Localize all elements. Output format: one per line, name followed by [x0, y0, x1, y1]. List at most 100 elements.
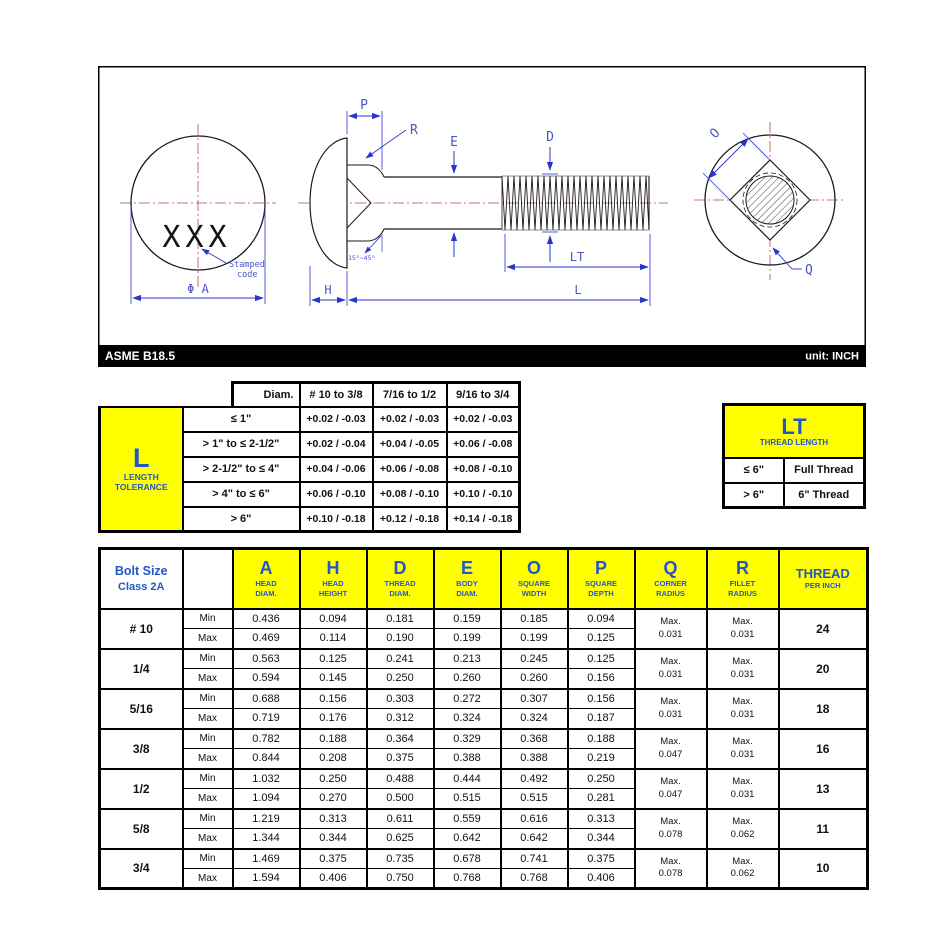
dim-value: 0.375 [566, 847, 636, 869]
dim-value: 1.219 [231, 807, 301, 829]
table-row: Max 0.719 0.176 0.312 0.324 0.324 0.187 [100, 708, 868, 730]
ltol-range: > 6" [181, 505, 301, 533]
dim-value: 0.368 [499, 727, 569, 749]
fillet-radius-value: Max. 0.031 [705, 727, 780, 769]
lt-title: LT [781, 414, 807, 440]
ltol-value: +0.08 / -0.10 [445, 455, 521, 483]
corner-radius-value: Max. 0.031 [633, 647, 708, 689]
max-label: Max [181, 708, 234, 730]
ltol-title-cell: L LENGTH TOLERANCE [98, 405, 184, 533]
ltol-value: +0.12 / -0.18 [371, 505, 448, 533]
dim-value: 1.594 [231, 868, 301, 890]
dim-value: 0.642 [432, 828, 502, 850]
bolt-size-label: 5/16 [98, 687, 184, 729]
ltol-value: +0.04 / -0.05 [371, 430, 448, 458]
corner-radius-value: Max. 0.031 [633, 687, 708, 729]
table-row: 3/4 Min 1.469 0.375 0.735 0.678 0.741 0.… [98, 847, 869, 889]
ltol-value: +0.08 / -0.10 [371, 480, 448, 508]
max-label: Max [181, 748, 234, 770]
carriage-bolt-technical-drawing: XXX Stamped code Φ A [98, 66, 866, 367]
dim-value: 1.469 [231, 847, 301, 869]
dim-label-thread-length: LT [570, 250, 584, 264]
table-row: # 10 Min 0.436 0.094 0.181 0.159 0.185 0… [98, 607, 869, 649]
thread-per-inch-value: 16 [777, 727, 869, 769]
table-row: Max 0.594 0.145 0.250 0.260 0.260 0.156 [100, 668, 868, 690]
min-label: Min [181, 607, 234, 629]
side-view: P R E D 15°~45° LT [298, 98, 668, 306]
ltol-value: +0.04 / -0.06 [298, 455, 374, 483]
dim-value: 0.213 [432, 647, 502, 669]
ltol-value: +0.06 / -0.10 [298, 480, 374, 508]
ltol-range: > 1" to ≤ 2-1/2" [181, 430, 301, 458]
column-header-q: Q CORNER RADIUS [633, 547, 708, 610]
dim-value: 0.250 [365, 668, 435, 690]
ltol-range: > 2-1/2" to ≤ 4" [181, 455, 301, 483]
dim-value: 0.616 [499, 807, 569, 829]
dim-value: 0.303 [365, 687, 435, 709]
min-label: Min [181, 767, 234, 789]
dim-value: 0.444 [432, 767, 502, 789]
bolt-size-label: 3/8 [98, 727, 184, 769]
dim-value: 0.125 [566, 647, 636, 669]
corner-radius-value: Max. 0.047 [633, 727, 708, 769]
ltol-range: > 4" to ≤ 6" [181, 480, 301, 508]
dim-value: 0.187 [566, 708, 636, 730]
dim-value: 0.388 [499, 748, 569, 770]
head-outline-circle [130, 135, 266, 271]
dim-value: 0.190 [365, 628, 435, 650]
fillet-radius-value: Max. 0.031 [705, 607, 780, 649]
dim-value: 0.344 [566, 828, 636, 850]
ltol-value: +0.10 / -0.10 [445, 480, 521, 508]
chamfer-angle-label: 15°~45° [348, 254, 375, 262]
dim-value: 0.492 [499, 767, 569, 789]
column-header-r: R FILLET RADIUS [705, 547, 780, 610]
table-row: Max 0.469 0.114 0.190 0.199 0.199 0.125 [100, 628, 868, 650]
min-label: Min [181, 807, 234, 829]
dim-value: 0.260 [432, 668, 502, 690]
dim-value: 0.245 [499, 647, 569, 669]
dim-value: 0.281 [566, 788, 636, 810]
corner-radius-value: Max. 0.078 [633, 807, 708, 849]
front-view: XXX Stamped code Φ A [120, 124, 276, 304]
dim-value: 0.559 [432, 807, 502, 829]
dim-value: 0.735 [365, 847, 435, 869]
fillet-radius-value: Max. 0.062 [705, 807, 780, 849]
dim-value: 0.406 [298, 868, 368, 890]
max-label: Max [181, 788, 234, 810]
column-header-o: O SQUARE WIDTH [499, 547, 569, 610]
lt-value: 6" Thread [782, 481, 866, 509]
dim-value: 0.782 [231, 727, 301, 749]
dim-value: 0.094 [298, 607, 368, 629]
dim-value: 0.844 [231, 748, 301, 770]
lt-value: Full Thread [782, 456, 866, 484]
bolt-size-label: 5/8 [98, 807, 184, 849]
dim-value: 0.307 [499, 687, 569, 709]
dim-value: 0.250 [566, 767, 636, 789]
ltol-value: +0.10 / -0.18 [298, 505, 374, 533]
dim-value: 0.181 [365, 607, 435, 629]
dim-value: 1.032 [231, 767, 301, 789]
dim-value: 0.515 [499, 788, 569, 810]
bolt-size-label: 1/4 [98, 647, 184, 689]
table-row: 3/8 Min 0.782 0.188 0.364 0.329 0.368 0.… [98, 727, 869, 769]
table-row: 1/2 Min 1.032 0.250 0.488 0.444 0.492 0.… [98, 767, 869, 809]
dim-value: 0.719 [231, 708, 301, 730]
dim-value: 0.250 [298, 767, 368, 789]
table-row: 5/8 Min 1.219 0.313 0.611 0.559 0.616 0.… [98, 807, 869, 849]
max-label: Max [181, 828, 234, 850]
dim-value: 0.741 [499, 847, 569, 869]
dim-value: 0.388 [432, 748, 502, 770]
max-label: Max [181, 628, 234, 650]
corner-radius-value: Max. 0.047 [633, 767, 708, 809]
thread-per-inch-value: 11 [777, 807, 869, 849]
dim-value: 0.188 [566, 727, 636, 749]
dim-value: 0.313 [298, 807, 368, 829]
ltol-col-header-3: 9/16 to 3/4 [445, 381, 521, 408]
dim-value: 0.324 [499, 708, 569, 730]
column-header-h: H HEAD HEIGHT [298, 547, 368, 610]
ltol-value: +0.14 / -0.18 [445, 505, 521, 533]
minmax-header-blank [181, 547, 234, 610]
ltol-value: +0.02 / -0.04 [298, 430, 374, 458]
table-row: Max 1.344 0.344 0.625 0.642 0.642 0.344 [100, 828, 868, 850]
